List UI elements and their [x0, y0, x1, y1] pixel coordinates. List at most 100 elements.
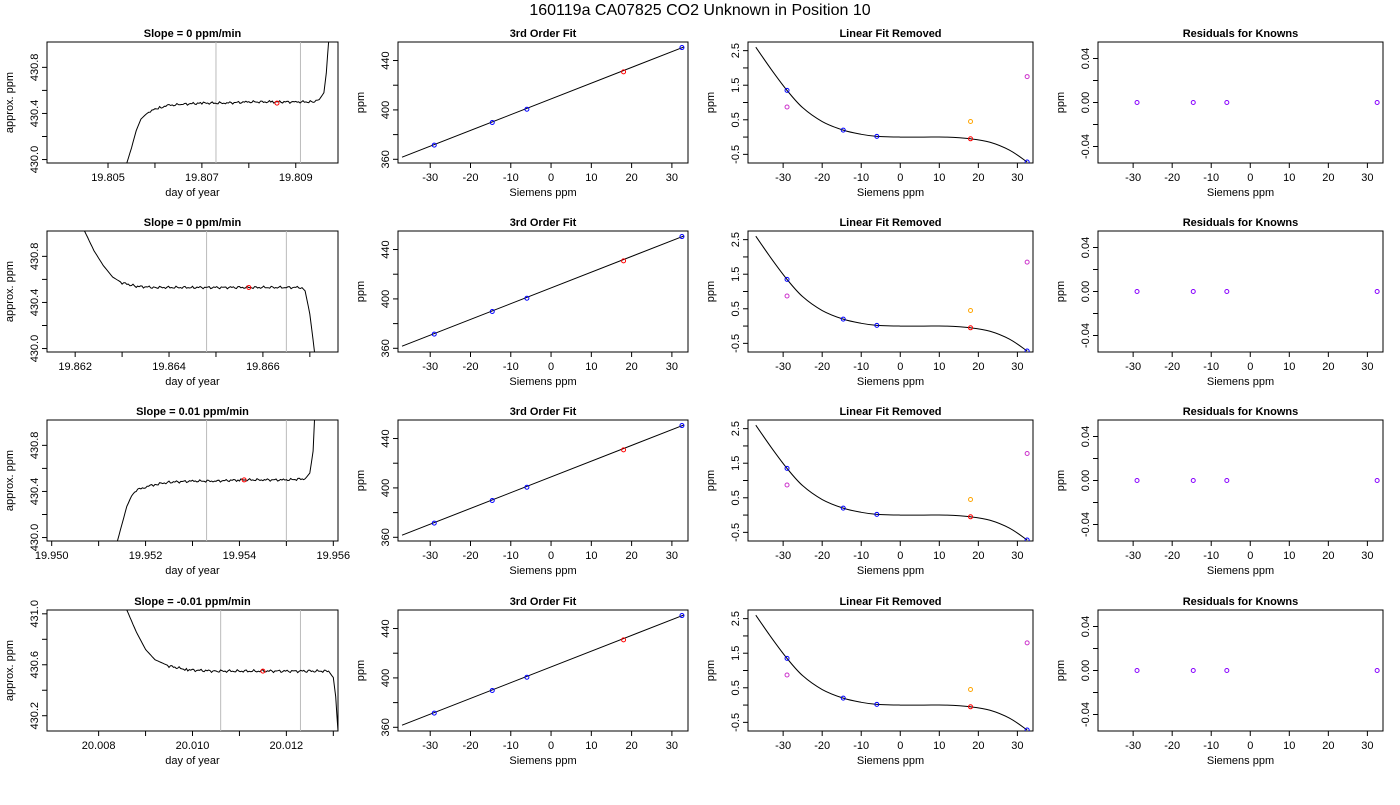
- x-tick-label: -20: [1164, 550, 1180, 562]
- x-tick-label: -30: [775, 361, 791, 373]
- panel-fit: 3rd Order Fit -30 -20 -10 0 10 20 30 360 400 440 Si…: [355, 406, 689, 577]
- y-tick-label: 0.5: [730, 301, 742, 316]
- data-point: [784, 655, 790, 661]
- x-tick-label: -20: [1164, 172, 1180, 184]
- panel-trace: Slope = 0 ppm/min 19.862 19.864 19.866 430.0…: [4, 217, 339, 388]
- x-tick-label: 20: [625, 172, 637, 184]
- y-tick-label: 2.5: [730, 232, 742, 247]
- plot-area: [1134, 478, 1380, 483]
- panel-title: 3rd Order Fit: [510, 406, 577, 418]
- data-point: [874, 133, 880, 139]
- x-tick-label: 30: [1361, 550, 1373, 562]
- y-tick-label: 1.5: [730, 646, 742, 661]
- fit-curve: [755, 46, 1028, 163]
- plot-frame: [747, 230, 1034, 353]
- plot-frame: [1097, 41, 1384, 164]
- x-tick-label: 20: [1322, 740, 1334, 752]
- x-tick-label: 0: [897, 172, 903, 184]
- panel-resid: Residuals for Knowns -30 -20 -10 0 10 20 30 -0.0…: [1055, 596, 1384, 767]
- data-point: [968, 119, 974, 125]
- x-tick-label: 10: [585, 550, 597, 562]
- x-tick-label: -30: [1125, 172, 1141, 184]
- y-axis-label: ppm: [1055, 281, 1067, 302]
- y-tick-label: 430.4: [29, 100, 41, 128]
- x-tick-label: 10: [585, 361, 597, 373]
- y-tick-label: 360: [380, 528, 392, 546]
- plot-frame: [397, 419, 689, 542]
- data-point: [840, 316, 846, 322]
- plot-area: [1134, 668, 1380, 673]
- panel-linear: Linear Fit Removed -30 -20 -10 0 10 20 30 -0.5 0.…: [705, 406, 1034, 577]
- data-point: [968, 497, 974, 503]
- plot-frame: [46, 41, 339, 164]
- x-tick-label: -20: [814, 172, 830, 184]
- data-point: [431, 710, 437, 716]
- panel-title: Slope = -0.01 ppm/min: [134, 596, 251, 608]
- data-point: [1374, 668, 1380, 673]
- y-tick-label: -0.5: [730, 713, 742, 732]
- y-tick-label: -0.5: [730, 523, 742, 542]
- fit-curve: [401, 235, 685, 347]
- data-point: [679, 613, 685, 619]
- y-tick-label: 440: [380, 429, 392, 447]
- x-tick-label: 19.950: [35, 550, 69, 562]
- x-axis-label: day of year: [165, 187, 220, 199]
- data-point: [1374, 289, 1380, 294]
- y-tick-label: 430.8: [29, 243, 41, 271]
- data-point: [621, 258, 627, 264]
- y-axis-label: ppm: [355, 281, 367, 302]
- data-point: [524, 295, 530, 301]
- plot-area: [126, 42, 330, 163]
- y-tick-label: 1.5: [730, 78, 742, 93]
- x-tick-label: -10: [503, 361, 519, 373]
- x-tick-label: 0: [897, 550, 903, 562]
- data-point: [1374, 478, 1380, 483]
- plot-area: [401, 423, 685, 536]
- data-point: [489, 309, 495, 315]
- panel-title: Residuals for Knowns: [1183, 28, 1299, 40]
- x-tick-label: -10: [503, 740, 519, 752]
- panel-title: Residuals for Knowns: [1183, 217, 1299, 229]
- data-point: [968, 687, 974, 693]
- plot-area: [84, 231, 315, 352]
- data-point: [524, 674, 530, 680]
- data-point: [1024, 451, 1030, 457]
- x-tick-label: -30: [422, 361, 438, 373]
- y-tick-label: 430.2: [29, 702, 41, 730]
- y-tick-label: 400: [380, 101, 392, 119]
- data-point: [431, 520, 437, 526]
- x-tick-label: 20: [972, 740, 984, 752]
- panel-title: Linear Fit Removed: [839, 28, 941, 40]
- x-tick-label: 19.862: [58, 361, 92, 373]
- data-point: [874, 511, 880, 517]
- plot-frame: [1097, 419, 1384, 542]
- x-tick-label: 19.864: [152, 361, 186, 373]
- y-axis-label: approx. ppm: [4, 640, 16, 701]
- average-marker: [274, 100, 280, 106]
- y-tick-label: -0.5: [730, 145, 742, 164]
- x-tick-label: 30: [1011, 172, 1023, 184]
- y-tick-label: 360: [380, 150, 392, 168]
- x-tick-label: -20: [814, 740, 830, 752]
- plot-frame: [397, 609, 689, 732]
- average-marker: [246, 284, 252, 290]
- x-tick-label: -30: [1125, 740, 1141, 752]
- data-point: [874, 701, 880, 707]
- data-point: [784, 465, 790, 471]
- data-point: [1224, 668, 1230, 673]
- panel-fit: 3rd Order Fit -30 -20 -10 0 10 20 30 360 400 440 Si…: [355, 217, 689, 388]
- fit-curve: [401, 614, 685, 726]
- plot-area: [401, 234, 685, 347]
- plot-frame: [747, 41, 1034, 164]
- x-tick-label: 30: [666, 172, 678, 184]
- plot-frame: [397, 41, 689, 164]
- data-point: [1024, 74, 1030, 80]
- x-tick-label: 19.809: [279, 172, 313, 184]
- y-tick-label: 440: [380, 619, 392, 637]
- x-tick-label: 19.952: [129, 550, 163, 562]
- x-tick-label: 10: [933, 550, 945, 562]
- panel-trace: Slope = 0 ppm/min 19.805 19.807 19.809 430.0…: [4, 28, 339, 199]
- data-point: [1190, 668, 1196, 673]
- signal-trace: [116, 420, 315, 541]
- data-point: [1134, 668, 1140, 673]
